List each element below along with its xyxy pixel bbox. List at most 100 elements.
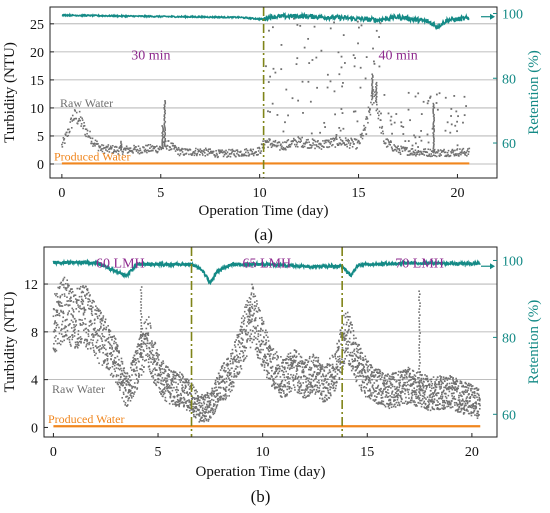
panel-a-raw-point: [362, 134, 364, 137]
panel-b-raw-point: [213, 403, 215, 405]
panel-b-raw-point: [105, 366, 108, 369]
panel-b-raw-point: [359, 358, 362, 360]
panel-b-raw-point: [215, 383, 217, 386]
panel-a-raw-point: [464, 153, 466, 155]
panel-b-raw-point: [461, 402, 464, 405]
panel-b-raw-point: [364, 371, 367, 374]
panel-b-raw-point: [203, 402, 206, 405]
panel-a-raw-point: [113, 146, 116, 148]
panel-b-raw-point: [191, 384, 194, 386]
panel-b-raw-point: [94, 318, 96, 321]
panel-b-raw-point: [393, 400, 395, 402]
panel-b-raw-point: [389, 401, 392, 404]
panel-b-raw-point: [474, 406, 477, 408]
panel-b-raw-point: [317, 359, 320, 362]
panel-b-raw-point: [462, 390, 464, 393]
panel-a-raw-point: [310, 146, 313, 149]
panel-a-raw-point: [428, 153, 431, 156]
panel-a-raw-point: [426, 151, 429, 154]
panel-b-raw-point: [365, 387, 368, 389]
panel-b-raw-point: [225, 370, 227, 372]
panel-b-raw-point: [263, 343, 266, 346]
panel-b-raw-point: [75, 308, 78, 310]
panel-b-raw-point: [110, 372, 113, 375]
panel-b-raw-point: [226, 371, 229, 374]
panel-b-raw-point: [374, 375, 376, 378]
panel-b-raw-point: [377, 384, 380, 387]
panel-a-raw-spike-point: [163, 122, 166, 125]
panel-b-raw-point: [74, 294, 77, 296]
panel-b-raw-point: [332, 384, 334, 387]
panel-b-raw-point: [83, 307, 86, 310]
panel-a-raw-point: [223, 153, 226, 156]
panel-a-raw-point: [244, 148, 246, 151]
panel-b-raw-point: [311, 391, 313, 394]
panel-b-raw-point: [345, 323, 348, 326]
panel-b-raw-point: [478, 397, 481, 399]
panel-b-raw-point: [230, 385, 233, 388]
panel-b-raw-point: [222, 394, 225, 397]
panel-b-raw-point: [198, 404, 201, 407]
panel-b-raw-point: [76, 345, 78, 348]
panel-b-raw-point: [351, 351, 354, 354]
panel-b-raw-point: [81, 290, 84, 293]
panel-b-raw-point: [142, 371, 145, 373]
panel-a-raw-point: [285, 141, 288, 144]
panel-b-raw-point: [276, 367, 279, 370]
panel-a-raw-point: [195, 153, 198, 156]
panel-b-raw-point: [95, 330, 98, 333]
panel-a-raw-spike-point: [161, 139, 164, 141]
panel-b-raw-point: [287, 353, 290, 355]
panel-b-raw-point: [406, 389, 409, 391]
panel-b-raw-point: [288, 381, 290, 383]
panel-a-raw-point: [429, 155, 432, 158]
panel-b-raw-point: [91, 310, 93, 313]
panel-b-raw-point: [223, 381, 226, 383]
panel-b-raw-point: [445, 397, 448, 399]
panel-b-raw-point: [437, 401, 439, 403]
panel-b-raw-point: [80, 341, 82, 344]
panel-b-raw-point: [278, 365, 281, 368]
panel-b-raw-point: [293, 366, 295, 369]
panel-b-raw-point: [91, 334, 93, 336]
panel-b-raw-point: [355, 343, 358, 346]
panel-b-raw-point: [259, 357, 261, 360]
panel-b-raw-point: [144, 359, 146, 362]
panel-b-raw-point: [135, 374, 138, 377]
panel-a-raw-point: [414, 151, 416, 154]
panel-b-raw-point: [109, 367, 111, 369]
panel-b-raw-point: [320, 367, 322, 369]
panel-a-raw-point: [443, 148, 445, 151]
panel-b-raw-point: [237, 340, 240, 342]
panel-b-raw-point: [352, 355, 354, 357]
panel-a-raw-outlier-point: [402, 133, 405, 135]
panel-b-raw-point: [304, 396, 307, 399]
panel-b-raw-point: [449, 403, 452, 406]
panel-b-raw-point: [354, 376, 357, 379]
panel-a-raw-point: [400, 145, 402, 148]
panel-b-raw-point: [312, 361, 314, 364]
panel-b-raw-point: [266, 347, 269, 350]
panel-b-raw-point: [120, 384, 123, 386]
panel-b-raw-spike-point: [139, 319, 142, 321]
panel-b-raw-point: [129, 366, 132, 369]
panel-b-raw-point: [438, 382, 440, 385]
panel-b-raw-point: [227, 357, 229, 360]
panel-b-raw-point: [269, 354, 271, 357]
panel-a-raw-point: [183, 154, 185, 156]
panel-b-raw-point: [305, 389, 308, 391]
panel-b-raw-point: [75, 301, 78, 304]
panel-a-raw-point: [431, 151, 434, 153]
panel-a-raw-point: [101, 150, 104, 153]
panel-b-raw-point: [379, 378, 382, 380]
panel-b-raw-point: [234, 341, 237, 343]
panel-b-y2-tick-label: 100: [502, 254, 523, 269]
panel-b-raw-point: [351, 327, 353, 329]
panel-b-raw-point: [386, 391, 388, 394]
panel-b-raw-point: [55, 335, 57, 337]
panel-b-raw-point: [446, 403, 449, 405]
panel-b-raw-point: [317, 391, 320, 393]
panel-b-raw-point: [415, 389, 418, 391]
panel-b-raw-spike-point: [418, 311, 420, 313]
panel-b-raw-point: [136, 345, 139, 348]
